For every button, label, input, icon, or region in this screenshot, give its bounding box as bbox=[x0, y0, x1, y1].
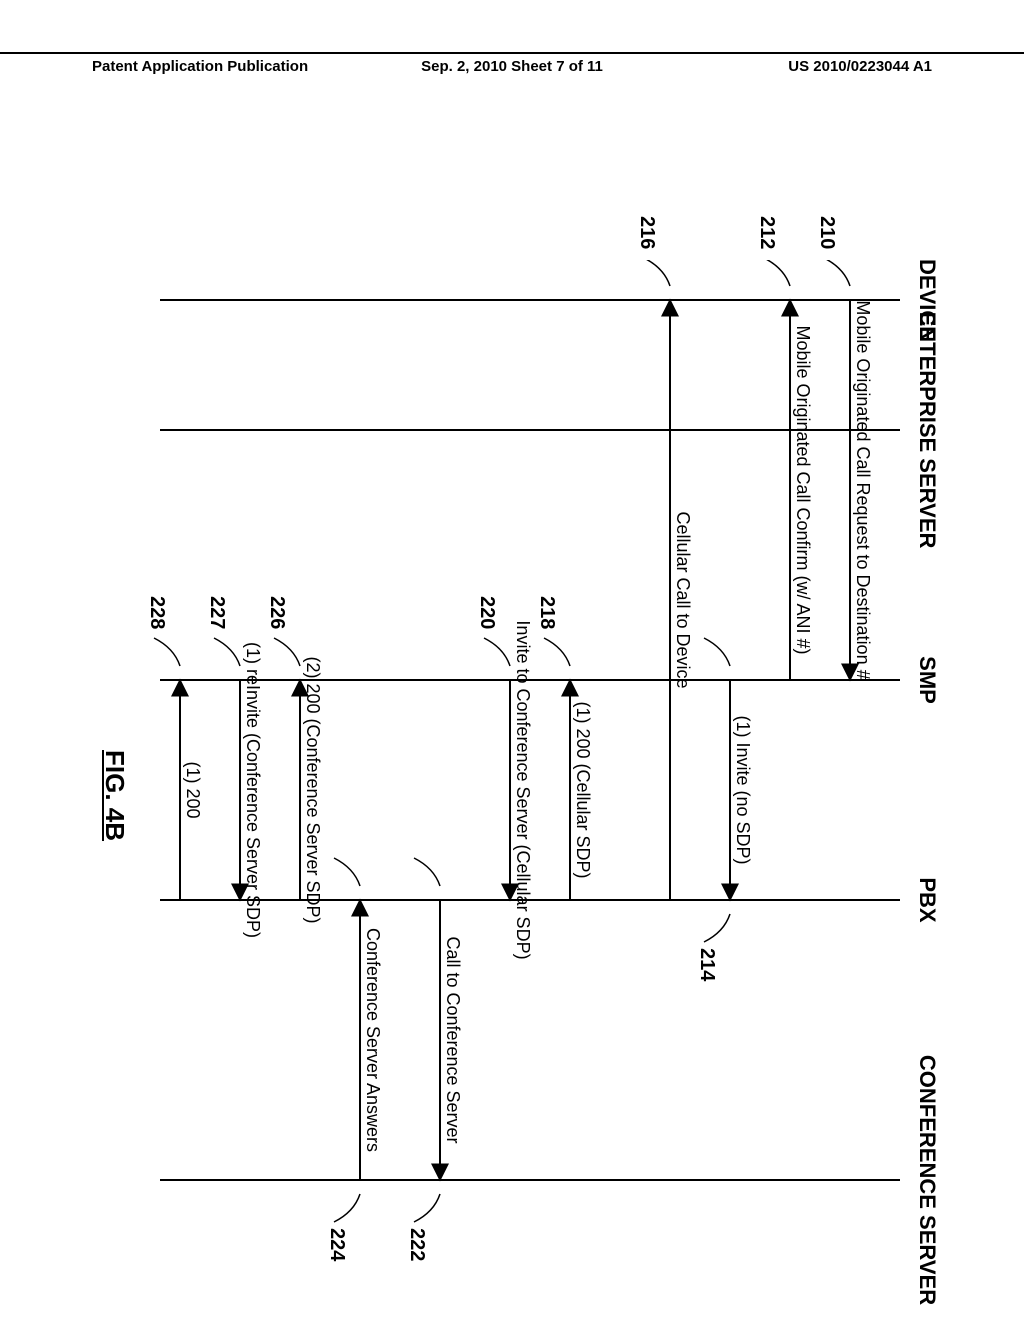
message-label: (1) Invite (no SDP) bbox=[732, 715, 753, 864]
reference-number: 218 bbox=[535, 596, 558, 629]
message-label: (1) reInvite (Conference Server SDP) bbox=[242, 642, 263, 938]
reference-number: 216 bbox=[635, 216, 658, 249]
message-label: (1) 200 bbox=[182, 761, 203, 818]
message-label: Mobile Originated Call Confirm (w/ ANI #… bbox=[792, 325, 813, 654]
reference-number: 222 bbox=[405, 1228, 428, 1261]
reference-number: 227 bbox=[205, 596, 228, 629]
reference-number: 212 bbox=[755, 216, 778, 249]
message-label: (1) 200 (Cellular SDP) bbox=[572, 701, 593, 878]
actor-label: SMP bbox=[914, 656, 940, 704]
reference-number: 220 bbox=[475, 596, 498, 629]
sequence-diagram: DEVICEENTERPRISE SERVERSMPPBXCONFERENCE … bbox=[80, 260, 940, 1320]
docnum-label: US 2010/0223044 A1 bbox=[788, 58, 932, 75]
pub-label: Patent Application Publication bbox=[92, 58, 308, 75]
page-header: Patent Application Publication Sep. 2, 2… bbox=[0, 52, 1024, 82]
reference-number: 214 bbox=[695, 948, 718, 981]
message-label: Mobile Originated Call Request to Destin… bbox=[852, 300, 873, 679]
reference-number: 228 bbox=[145, 596, 168, 629]
message-label: Conference Server Answers bbox=[362, 928, 383, 1152]
actor-label: ENTERPRISE SERVER bbox=[914, 312, 940, 549]
figure-region: DEVICEENTERPRISE SERVERSMPPBXCONFERENCE … bbox=[20, 120, 1000, 1250]
message-label: (2) 200 (Conference Server SDP) bbox=[302, 656, 323, 923]
message-label: Invite to Conference Server (Cellular SD… bbox=[512, 620, 533, 959]
reference-number: 226 bbox=[265, 596, 288, 629]
figure-caption: FIG. 4B bbox=[99, 750, 130, 841]
message-label: Cellular Call to Device bbox=[672, 511, 693, 688]
message-label: Call to Conference Server bbox=[442, 936, 463, 1143]
sheet-label: Sep. 2, 2010 Sheet 7 of 11 bbox=[421, 58, 603, 75]
reference-number: 224 bbox=[325, 1228, 348, 1261]
reference-number: 210 bbox=[815, 216, 838, 249]
actor-label: PBX bbox=[914, 877, 940, 922]
actor-label: CONFERENCE SERVER bbox=[914, 1055, 940, 1305]
